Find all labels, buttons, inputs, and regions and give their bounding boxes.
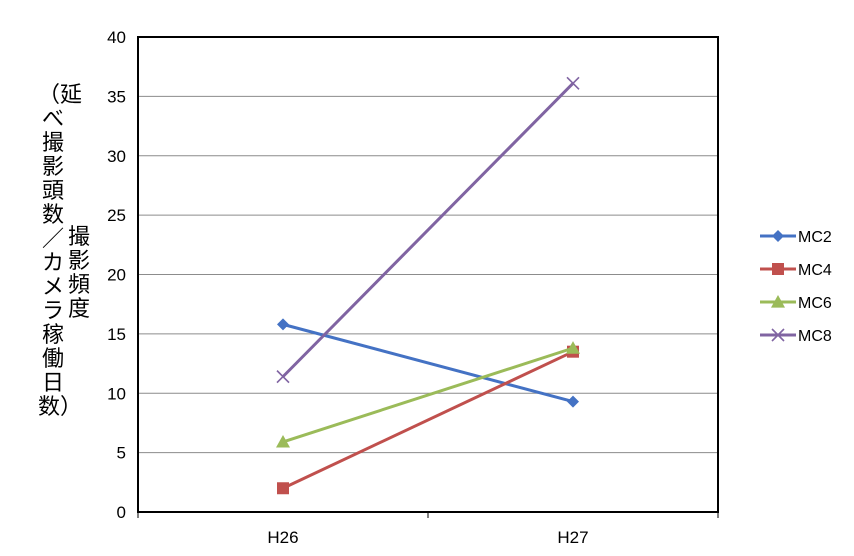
y-tick-label: 0 bbox=[117, 503, 126, 522]
x-tick-label: H27 bbox=[557, 528, 588, 547]
y-tick-label: 20 bbox=[107, 266, 126, 285]
data-point-mc8 bbox=[566, 76, 580, 90]
series-line-mc8 bbox=[281, 82, 575, 378]
legend-marker-mc4 bbox=[772, 263, 784, 275]
legend-marker-mc6 bbox=[771, 295, 785, 308]
legend-label-mc6: MC6 bbox=[798, 295, 832, 312]
y-tick-label: 10 bbox=[107, 384, 126, 403]
plot-area-border bbox=[137, 36, 719, 513]
legend-label-mc8: MC8 bbox=[798, 328, 832, 345]
y-tick-label: 25 bbox=[107, 206, 126, 225]
legend-marker-mc2 bbox=[772, 230, 784, 242]
series-line-mc2 bbox=[282, 322, 574, 404]
x-tick-label: H26 bbox=[267, 528, 298, 547]
legend-label-mc4: MC4 bbox=[798, 262, 832, 279]
y-axis-label-main: 撮影頻度 bbox=[67, 225, 90, 322]
data-point-mc2 bbox=[277, 318, 289, 331]
series-line-mc4 bbox=[282, 350, 574, 490]
data-point-mc6 bbox=[276, 434, 290, 448]
series-line-mc6 bbox=[282, 346, 574, 444]
y-axis-label-sub: （延べ撮影頭数／カメラ稼働日数） bbox=[38, 83, 83, 420]
data-point-mc8 bbox=[276, 370, 290, 384]
legend-marker-mc8 bbox=[771, 328, 785, 342]
y-tick-label: 5 bbox=[117, 444, 126, 463]
data-point-mc2 bbox=[567, 395, 579, 408]
y-tick-label: 35 bbox=[107, 87, 126, 106]
y-tick-label: 40 bbox=[107, 28, 126, 47]
y-tick-label: 30 bbox=[107, 147, 126, 166]
data-point-mc6 bbox=[566, 341, 580, 354]
legend-label-mc2: MC2 bbox=[798, 229, 832, 246]
y-tick-label: 15 bbox=[107, 325, 126, 344]
data-point-mc4 bbox=[277, 482, 289, 495]
